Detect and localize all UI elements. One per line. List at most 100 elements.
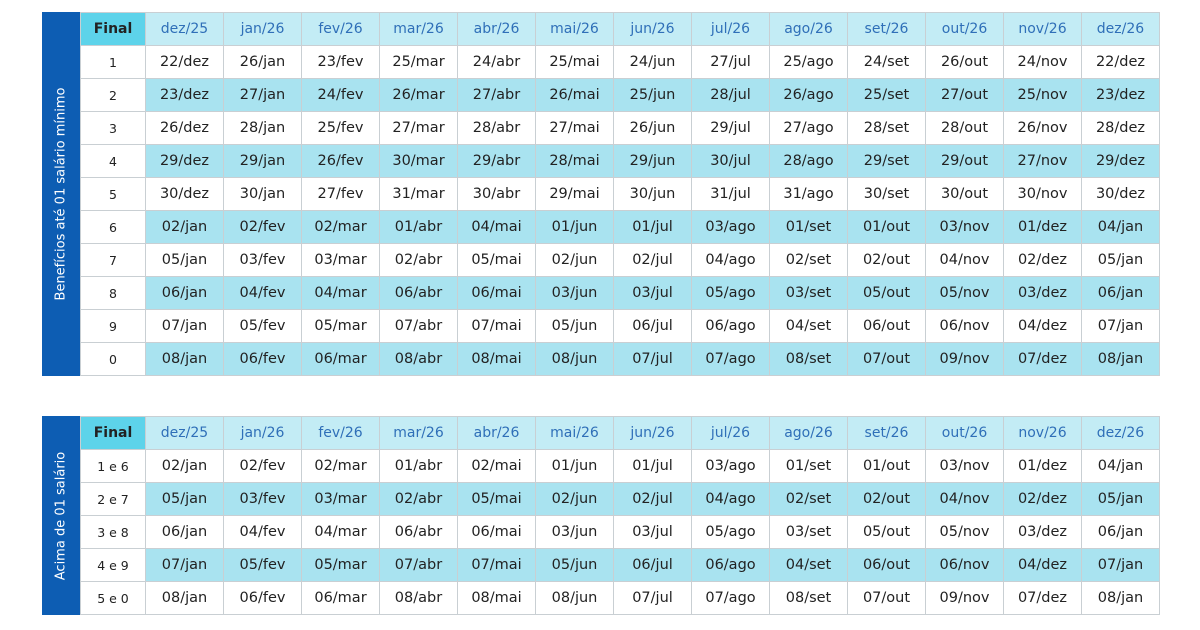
date-cell: 01/set [769, 210, 848, 244]
date-cell: 02/jun [535, 482, 614, 516]
table-block-minimum-wage: Benefícios até 01 salário mínimo Final de… [42, 12, 1160, 376]
date-cell: 25/mai [535, 45, 614, 79]
date-cell: 28/out [925, 111, 1004, 145]
table-row: 2 e 7 05/jan 03/fev 03/mar 02/abr 05/mai 02/ju… [80, 482, 1160, 516]
final-cell: 6 [80, 210, 146, 244]
date-cell: 25/nov [1003, 78, 1082, 112]
date-cell: 03/jul [613, 276, 692, 310]
date-cell: 02/mar [301, 449, 380, 483]
date-cell: 26/jun [613, 111, 692, 145]
date-cell: 06/jan [1081, 515, 1160, 549]
date-cell: 04/jan [1081, 449, 1160, 483]
date-cell: 26/fev [301, 144, 380, 178]
date-cell: 06/abr [379, 276, 458, 310]
date-cell: 07/abr [379, 309, 458, 343]
date-cell: 07/abr [379, 548, 458, 582]
side-label-text: Acima de 01 salário [53, 451, 69, 580]
date-cell: 02/jan [145, 449, 224, 483]
final-cell: 0 [80, 342, 146, 376]
date-cell: 03/jun [535, 276, 614, 310]
date-cell: 24/jun [613, 45, 692, 79]
date-cell: 06/mar [301, 581, 380, 615]
date-cell: 05/nov [925, 276, 1004, 310]
month-header: dez/26 [1081, 416, 1160, 450]
date-cell: 03/nov [925, 210, 1004, 244]
date-cell: 24/nov [1003, 45, 1082, 79]
table-row: 9 07/jan 05/fev 05/mar 07/abr 07/mai 05/jun 06/… [80, 309, 1160, 343]
date-cell: 27/jan [223, 78, 302, 112]
date-cell: 02/out [847, 243, 926, 277]
date-cell: 26/mai [535, 78, 614, 112]
date-cell: 04/jan [1081, 210, 1160, 244]
date-cell: 09/nov [925, 581, 1004, 615]
schedule-table: Final dez/25 jan/26 fev/26 mar/26 abr/26 mai/2… [80, 12, 1160, 376]
table-row: 7 05/jan 03/fev 03/mar 02/abr 05/mai 02/jun 02/… [80, 243, 1160, 277]
month-header: jan/26 [223, 416, 302, 450]
date-cell: 04/dez [1003, 309, 1082, 343]
date-cell: 30/abr [457, 177, 536, 211]
date-cell: 06/jan [145, 515, 224, 549]
table-row: 3 e 8 06/jan 04/fev 04/mar 06/abr 06/mai 03/ju… [80, 515, 1160, 549]
final-header: Final [80, 12, 146, 46]
date-cell: 07/jan [145, 548, 224, 582]
date-cell: 03/jun [535, 515, 614, 549]
date-cell: 28/mai [535, 144, 614, 178]
date-cell: 05/ago [691, 276, 770, 310]
date-cell: 30/dez [145, 177, 224, 211]
date-cell: 02/jan [145, 210, 224, 244]
date-cell: 28/jul [691, 78, 770, 112]
date-cell: 07/ago [691, 342, 770, 376]
month-header: fev/26 [301, 12, 380, 46]
date-cell: 07/mai [457, 548, 536, 582]
final-cell: 8 [80, 276, 146, 310]
date-cell: 05/fev [223, 309, 302, 343]
date-cell: 03/set [769, 276, 848, 310]
date-cell: 06/ago [691, 548, 770, 582]
date-cell: 08/mai [457, 342, 536, 376]
date-cell: 30/set [847, 177, 926, 211]
date-cell: 07/out [847, 581, 926, 615]
date-cell: 01/out [847, 449, 926, 483]
date-cell: 05/out [847, 276, 926, 310]
date-cell: 27/fev [301, 177, 380, 211]
date-cell: 25/jun [613, 78, 692, 112]
date-cell: 03/dez [1003, 276, 1082, 310]
date-cell: 08/set [769, 581, 848, 615]
date-cell: 27/nov [1003, 144, 1082, 178]
date-cell: 05/fev [223, 548, 302, 582]
final-header: Final [80, 416, 146, 450]
date-cell: 01/dez [1003, 449, 1082, 483]
date-cell: 07/jan [145, 309, 224, 343]
date-cell: 07/jan [1081, 309, 1160, 343]
date-cell: 27/out [925, 78, 1004, 112]
table-row: 1 e 6 02/jan 02/fev 02/mar 01/abr 02/mai 01/ju… [80, 449, 1160, 483]
date-cell: 27/mai [535, 111, 614, 145]
date-cell: 04/dez [1003, 548, 1082, 582]
month-header: ago/26 [769, 416, 848, 450]
date-cell: 06/out [847, 309, 926, 343]
date-cell: 31/mar [379, 177, 458, 211]
date-cell: 06/mai [457, 276, 536, 310]
date-cell: 30/dez [1081, 177, 1160, 211]
date-cell: 05/mar [301, 548, 380, 582]
month-header: set/26 [847, 416, 926, 450]
date-cell: 04/mar [301, 276, 380, 310]
date-cell: 06/nov [925, 548, 1004, 582]
date-cell: 06/mai [457, 515, 536, 549]
date-cell: 28/jan [223, 111, 302, 145]
date-cell: 04/fev [223, 276, 302, 310]
final-cell: 1 e 6 [80, 449, 146, 483]
date-cell: 06/nov [925, 309, 1004, 343]
date-cell: 02/set [769, 482, 848, 516]
date-cell: 07/dez [1003, 342, 1082, 376]
date-cell: 02/abr [379, 482, 458, 516]
date-cell: 01/jun [535, 449, 614, 483]
date-cell: 22/dez [145, 45, 224, 79]
date-cell: 07/dez [1003, 581, 1082, 615]
date-cell: 26/jan [223, 45, 302, 79]
date-cell: 06/jan [145, 276, 224, 310]
date-cell: 29/mai [535, 177, 614, 211]
date-cell: 06/abr [379, 515, 458, 549]
final-cell: 2 e 7 [80, 482, 146, 516]
month-header: dez/25 [145, 416, 224, 450]
